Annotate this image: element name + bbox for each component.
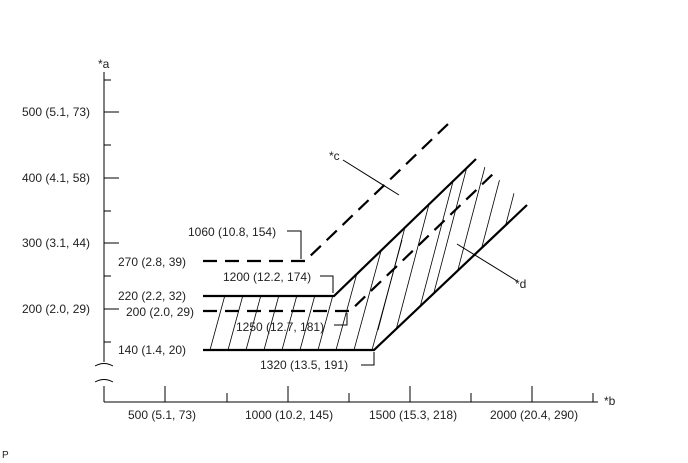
- x-tick-label-1500: 1500 (15.3, 218): [369, 408, 457, 422]
- label-1250: 1250 (12.7, 181): [236, 320, 324, 334]
- y-tick-label-200: 200 (2.0, 29): [22, 302, 90, 316]
- callout-d: *d: [515, 277, 526, 291]
- y-tick-label-500: 500 (5.1, 73): [22, 105, 90, 119]
- x-ticks: [164, 386, 594, 402]
- x-tick-label-2000: 2000 (20.4, 290): [490, 408, 578, 422]
- y-tick-label-400: 400 (4.1, 58): [22, 171, 90, 185]
- hatched-region: [209, 159, 527, 350]
- y-axis-label: *a: [98, 57, 110, 71]
- label-1200: 1200 (12.2, 174): [223, 270, 311, 284]
- callout-c: *c: [329, 149, 340, 163]
- footer-code: P: [2, 450, 9, 461]
- y-tick-label-300: 300 (3.1, 44): [22, 236, 90, 250]
- x-axis-label: *b: [604, 394, 616, 408]
- x-tick-label-500: 500 (5.1, 73): [128, 408, 196, 422]
- upper-solid-line: [203, 158, 477, 298]
- label-200: 200 (2.0, 29): [126, 305, 194, 319]
- label-140: 140 (1.4, 20): [118, 343, 186, 357]
- label-1060: 1060 (10.8, 154): [188, 225, 276, 239]
- lower-dashed-line: [203, 172, 495, 313]
- x-tick-label-1000: 1000 (10.2, 145): [245, 408, 333, 422]
- upper-dashed-line: [203, 123, 449, 263]
- lower-solid-line: [203, 204, 528, 352]
- y-ticks: [104, 79, 119, 343]
- label-220: 220 (2.2, 32): [118, 289, 186, 303]
- axis-break-symbol: [94, 363, 114, 383]
- annotation-leaders: [287, 159, 518, 366]
- label-270: 270 (2.8, 39): [118, 255, 186, 269]
- label-1320: 1320 (13.5, 191): [260, 358, 348, 372]
